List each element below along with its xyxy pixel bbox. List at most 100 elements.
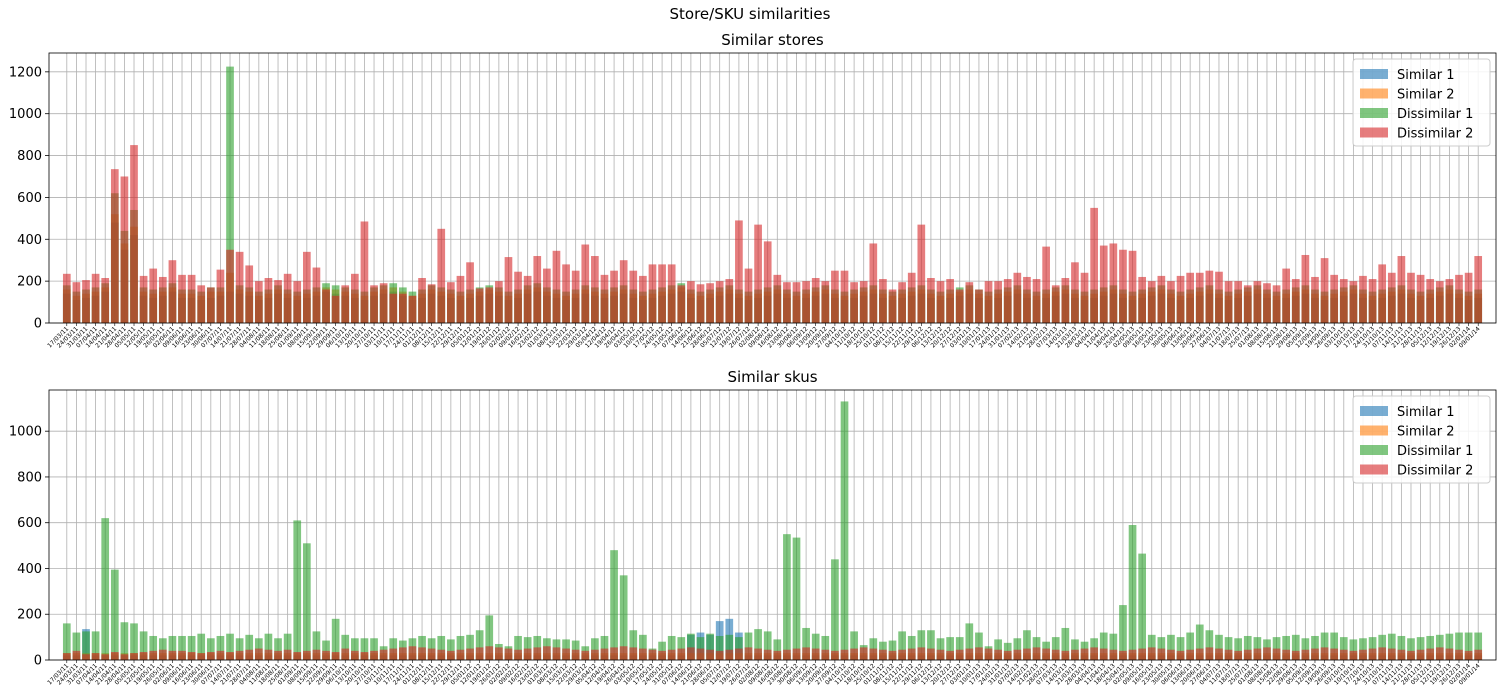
bar <box>331 651 340 660</box>
bar <box>927 278 935 323</box>
bar <box>552 647 561 660</box>
bar <box>399 293 407 323</box>
bar <box>408 295 417 323</box>
bar <box>533 647 542 660</box>
bar <box>1090 647 1098 660</box>
bar <box>1407 650 1415 660</box>
bar <box>1416 637 1425 660</box>
bar <box>1119 605 1127 660</box>
bar <box>1080 272 1089 323</box>
legend-label: Dissimilar 1 <box>1397 107 1473 122</box>
bar <box>1320 258 1329 323</box>
bar <box>792 537 801 660</box>
bar <box>1339 649 1348 660</box>
bar <box>725 634 734 660</box>
bar <box>754 629 762 660</box>
bar <box>562 264 570 323</box>
bar <box>1474 632 1483 660</box>
bar <box>1205 270 1214 323</box>
bar <box>1099 245 1108 323</box>
bar <box>907 648 916 660</box>
bar <box>485 287 494 323</box>
bar <box>831 650 839 660</box>
bar <box>773 274 782 323</box>
bar <box>658 650 666 660</box>
bar <box>456 635 465 660</box>
bar <box>1119 650 1127 660</box>
bar <box>322 640 330 660</box>
bar <box>639 634 647 660</box>
bar <box>274 650 282 660</box>
bar <box>1464 650 1473 660</box>
bar <box>370 638 378 660</box>
bar <box>254 648 263 660</box>
bar <box>437 635 446 660</box>
bar <box>504 257 513 323</box>
axes-frame <box>48 389 1497 661</box>
bar <box>322 650 330 660</box>
bar <box>1109 243 1118 323</box>
y-tick-label: 1000 <box>9 425 42 440</box>
bar <box>1291 650 1300 660</box>
legend-label: Dissimilar 2 <box>1397 464 1473 479</box>
bar <box>379 649 388 660</box>
bar <box>1272 648 1281 660</box>
bar <box>1234 638 1243 660</box>
bar <box>725 649 734 660</box>
bar <box>495 281 503 323</box>
bar <box>763 649 772 660</box>
bar <box>1215 271 1223 323</box>
bar <box>811 633 820 660</box>
legend-label: Dissimilar 2 <box>1397 127 1473 142</box>
bar <box>1128 525 1137 660</box>
y-tick-label: 0 <box>34 654 42 669</box>
bar <box>1339 637 1348 660</box>
bar <box>283 649 292 660</box>
legend-swatch <box>1360 425 1388 436</box>
bar <box>687 633 695 660</box>
bar <box>351 273 359 323</box>
bar <box>648 264 657 323</box>
bar <box>514 649 522 660</box>
legend-swatch <box>1360 406 1388 416</box>
bar <box>1013 272 1022 323</box>
bar <box>744 647 753 660</box>
bar <box>447 639 455 660</box>
bar <box>1128 649 1137 660</box>
bar <box>1215 648 1223 660</box>
bar <box>264 649 273 660</box>
bar <box>1426 635 1435 660</box>
bar <box>130 653 138 660</box>
bar <box>101 278 110 323</box>
bar <box>389 648 398 660</box>
bar <box>888 289 897 323</box>
bar <box>331 618 340 660</box>
bar <box>1109 649 1118 660</box>
bar <box>1099 648 1108 660</box>
bar <box>1320 647 1329 660</box>
bar <box>302 650 311 660</box>
bar <box>1311 635 1319 660</box>
bar <box>456 275 465 323</box>
bar <box>1195 272 1204 323</box>
bar <box>754 648 762 660</box>
bar <box>351 638 359 660</box>
series-dissimilar-2 <box>62 646 1483 660</box>
bar <box>427 284 436 323</box>
bar <box>821 635 830 660</box>
bar <box>715 635 724 660</box>
bar <box>1330 632 1339 660</box>
bar <box>859 647 868 660</box>
bar <box>264 278 273 323</box>
bar <box>1176 650 1185 660</box>
bar <box>1311 276 1319 323</box>
bar <box>1349 650 1358 660</box>
bar <box>149 650 158 660</box>
legend-label: Similar 2 <box>1397 88 1454 103</box>
bar <box>82 631 90 660</box>
bar <box>946 637 954 660</box>
bar <box>744 268 753 323</box>
bar <box>168 650 177 660</box>
bar <box>1359 638 1367 660</box>
bar <box>1330 274 1339 323</box>
